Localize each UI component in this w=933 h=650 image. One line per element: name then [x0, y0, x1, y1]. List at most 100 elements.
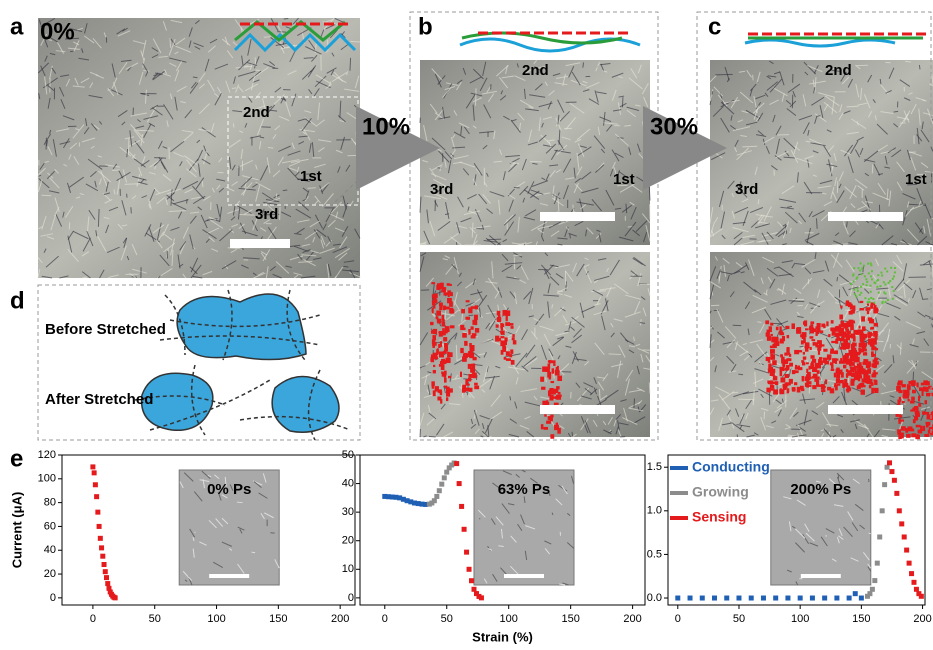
- schematic-label: After Stretched: [45, 391, 153, 408]
- texture: [237, 502, 243, 503]
- damage-mark: [441, 289, 445, 292]
- damage-mark: [863, 359, 865, 362]
- point: [439, 482, 444, 487]
- damage-mark: [861, 390, 865, 395]
- damage-mark: [836, 359, 839, 361]
- damage-mark: [545, 368, 547, 371]
- texture: [170, 38, 171, 48]
- damage-mark: [432, 308, 434, 314]
- damage-mark: [551, 360, 555, 363]
- damage-mark: [888, 282, 890, 284]
- damage-mark: [865, 307, 870, 310]
- point: [95, 510, 100, 515]
- damage-mark: [437, 396, 441, 400]
- damage-mark: [858, 348, 861, 351]
- texture: [283, 190, 287, 191]
- damage-mark: [766, 357, 771, 361]
- point-label: 1st: [300, 168, 322, 185]
- y-tick-label: 0: [348, 592, 354, 604]
- damage-mark: [497, 311, 501, 316]
- damage-mark: [437, 319, 441, 323]
- damage-mark: [862, 283, 864, 285]
- x-tick-label: 50: [441, 613, 453, 625]
- damage-mark: [801, 388, 804, 391]
- damage-mark: [541, 424, 544, 429]
- damage-mark: [924, 434, 929, 437]
- damage-mark: [824, 361, 829, 365]
- damage-mark: [541, 387, 545, 390]
- point: [911, 580, 916, 585]
- damage-mark: [873, 370, 875, 374]
- texture: [742, 146, 757, 147]
- damage-mark: [803, 356, 807, 359]
- point: [914, 587, 919, 592]
- damage-mark: [440, 361, 443, 364]
- texture: [634, 398, 635, 408]
- damage-mark: [766, 388, 770, 393]
- damage-mark: [864, 370, 869, 375]
- point: [457, 481, 462, 486]
- point: [897, 508, 902, 513]
- y-tick-label: 40: [342, 477, 354, 489]
- damage-mark: [854, 343, 857, 347]
- damage-mark: [506, 358, 511, 361]
- damage-mark: [807, 372, 811, 376]
- damage-mark: [450, 284, 452, 286]
- texture: [894, 111, 898, 112]
- damage-mark: [784, 353, 788, 356]
- damage-mark: [553, 363, 555, 366]
- point: [899, 521, 904, 526]
- damage-mark: [439, 308, 442, 310]
- damage-mark: [863, 265, 865, 267]
- point-label: 1st: [613, 171, 635, 188]
- damage-mark: [860, 273, 862, 275]
- texture: [800, 346, 804, 347]
- damage-mark: [431, 282, 435, 284]
- damage-mark: [864, 297, 866, 299]
- texture: [112, 170, 120, 171]
- damage-mark: [901, 426, 906, 430]
- texture: [445, 214, 449, 215]
- damage-mark: [871, 374, 876, 377]
- texture: [479, 518, 480, 519]
- damage-mark: [461, 309, 464, 313]
- damage-mark: [831, 365, 833, 369]
- damage-mark: [448, 376, 451, 378]
- damage-mark: [856, 366, 860, 369]
- damage-mark: [802, 376, 804, 381]
- texture: [239, 214, 255, 215]
- damage-mark: [792, 370, 796, 374]
- point: [469, 578, 474, 583]
- damage-mark: [438, 389, 440, 391]
- texture: [626, 204, 627, 213]
- damage-mark: [874, 323, 878, 327]
- point: [113, 595, 118, 600]
- damage-mark: [549, 375, 551, 380]
- damage-mark: [432, 342, 437, 346]
- x-tick-label: 0: [382, 613, 388, 625]
- damage-mark: [906, 434, 911, 438]
- point: [785, 596, 790, 601]
- damage-mark: [775, 381, 778, 385]
- damage-mark: [874, 309, 879, 311]
- point: [749, 596, 754, 601]
- damage-mark: [896, 414, 899, 417]
- damage-mark: [871, 388, 874, 394]
- damage-mark: [548, 390, 552, 396]
- point: [870, 587, 875, 592]
- legend-label: Growing: [692, 484, 749, 500]
- damage-mark: [557, 376, 562, 381]
- damage-mark: [471, 326, 474, 329]
- damage-mark: [884, 301, 886, 303]
- damage-mark: [813, 367, 818, 371]
- damage-mark: [870, 291, 872, 293]
- x-tick-label: 200: [331, 613, 349, 625]
- damage-mark: [891, 286, 893, 288]
- damage-mark: [907, 384, 911, 390]
- point: [437, 488, 442, 493]
- damage-mark: [450, 309, 454, 313]
- texture: [872, 164, 873, 173]
- point: [97, 524, 102, 529]
- damage-mark: [874, 380, 877, 382]
- texture: [154, 158, 166, 159]
